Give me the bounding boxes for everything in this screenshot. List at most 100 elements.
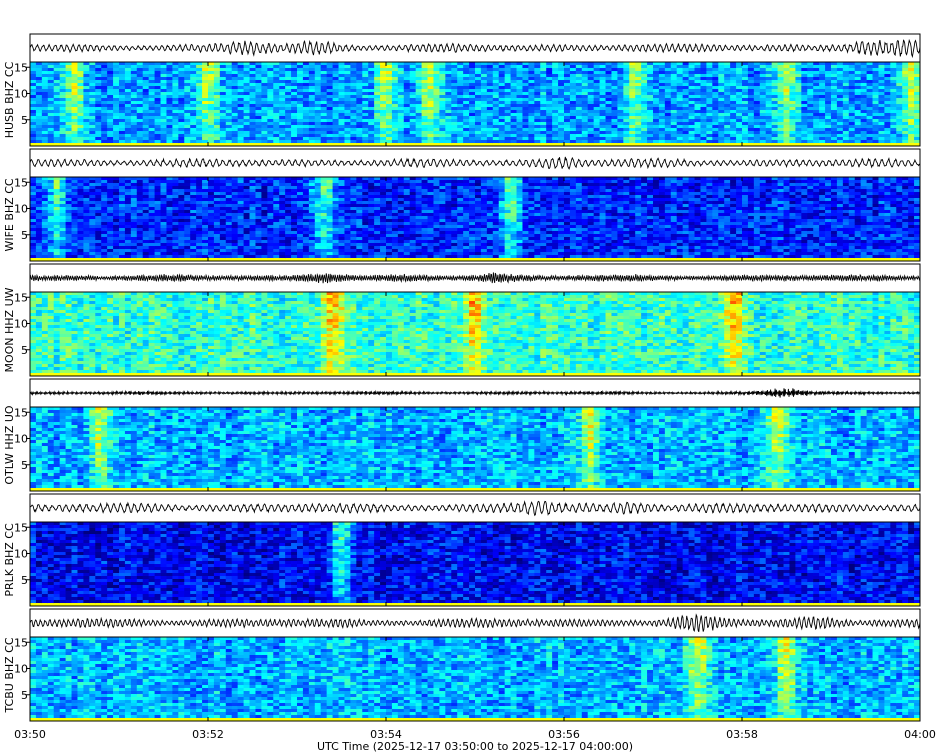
spectrogram-cell — [890, 131, 897, 135]
spectrogram-cell — [528, 137, 535, 141]
spectrogram-cell — [765, 95, 773, 99]
spectrogram-cell — [587, 140, 595, 144]
spectrogram-cell — [154, 74, 161, 78]
spectrogram-cell — [154, 189, 161, 193]
spectrogram-cell — [243, 86, 250, 90]
spectrogram-cell — [184, 246, 191, 250]
spectrogram-cell — [593, 128, 600, 132]
spectrogram-cell — [89, 255, 96, 259]
spectrogram-cell — [113, 228, 120, 232]
spectrogram-cell — [35, 113, 43, 117]
spectrogram-cell — [825, 95, 832, 99]
spectrogram-cell — [587, 62, 595, 66]
spectrogram-cell — [599, 98, 606, 102]
spectrogram-cell — [617, 98, 624, 102]
spectrogram-cell — [332, 119, 339, 123]
spectrogram-cell — [208, 137, 215, 141]
spectrogram-cell — [623, 80, 630, 84]
spectrogram-cell — [95, 207, 102, 211]
spectrogram-cell — [611, 80, 618, 84]
spectrogram-cell — [522, 122, 529, 126]
spectrogram-cell — [664, 71, 672, 75]
spectrogram-cell — [890, 65, 897, 69]
spectrogram-cell — [213, 122, 221, 126]
spectrogram-cell — [350, 122, 357, 126]
spectrogram-cell — [35, 246, 43, 250]
spectrogram-cell — [623, 107, 630, 111]
spectrogram-cell — [338, 143, 345, 147]
spectrogram-cell — [890, 113, 897, 117]
spectrogram-cell — [575, 113, 583, 117]
spectrogram-cell — [641, 110, 648, 114]
spectrogram-cell — [184, 237, 191, 241]
spectrogram-cell — [314, 83, 322, 87]
spectrogram-cell — [896, 62, 903, 66]
spectrogram-cell — [498, 104, 506, 108]
spectrogram-cell — [848, 104, 856, 108]
spectrogram-cell — [356, 77, 363, 81]
spectrogram-cell — [41, 68, 49, 72]
spectrogram-cell — [119, 125, 126, 129]
spectrogram-cell — [83, 98, 90, 102]
spectrogram-cell — [124, 140, 132, 144]
spectrogram-cell — [297, 119, 304, 123]
spectrogram-cell — [854, 107, 862, 111]
spectrogram-cell — [308, 137, 316, 141]
spectrogram-cell — [872, 104, 879, 108]
spectrogram-cell — [172, 131, 179, 135]
spectrogram-cell — [202, 113, 209, 117]
spectrogram-cell — [380, 122, 387, 126]
spectrogram-cell — [439, 143, 446, 147]
spectrogram-cell — [569, 113, 577, 117]
spectrogram-cell — [119, 210, 126, 214]
spectrogram-cell — [35, 80, 43, 84]
spectrogram-cell — [724, 74, 731, 78]
spectrogram-cell — [190, 195, 197, 199]
spectrogram-cell — [107, 252, 114, 256]
spectrogram-cell — [71, 204, 78, 208]
spectrogram-cell — [558, 125, 565, 129]
spectrogram-cell — [884, 80, 891, 84]
spectrogram-cell — [83, 222, 90, 226]
spectrogram-cell — [267, 86, 274, 90]
spectrogram-cell — [314, 140, 322, 144]
spectrogram-cell — [297, 74, 304, 78]
spectrogram-cell — [65, 249, 72, 253]
spectrogram-cell — [101, 240, 108, 244]
spectrogram-cell — [605, 62, 612, 66]
spectrogram-cell — [581, 113, 589, 117]
spectrogram-cell — [706, 95, 713, 99]
spectrogram-cell — [285, 68, 292, 72]
spectrogram-cell — [635, 92, 642, 96]
spectrogram-cell — [391, 101, 399, 105]
spectrogram-cell — [89, 128, 96, 132]
spectrogram-cell — [587, 122, 595, 126]
spectrogram-cell — [522, 137, 529, 141]
spectrogram-cell — [522, 92, 529, 96]
spectrogram-cell — [831, 143, 838, 147]
spectrogram-cell — [172, 219, 179, 223]
spectrogram-cell — [267, 122, 274, 126]
spectrogram-cell — [184, 180, 191, 184]
spectrogram-cell — [593, 83, 600, 87]
spectrogram-cell — [789, 98, 796, 102]
spectrogram-cell — [403, 71, 411, 75]
spectrogram-cell — [831, 101, 838, 105]
spectrogram-cell — [700, 128, 707, 132]
spectrogram-cell — [463, 98, 470, 102]
spectrogram-cell — [95, 222, 102, 226]
spectrogram-cell — [83, 195, 90, 199]
spectrogram-cell — [403, 92, 411, 96]
spectrogram-cell — [219, 71, 227, 75]
spectrogram-cell — [202, 116, 209, 120]
spectrogram-cell — [225, 119, 233, 123]
spectrogram-cell — [688, 86, 695, 90]
spectrogram-cell — [569, 128, 577, 132]
spectrogram-cell — [884, 131, 891, 135]
spectrogram-cell — [629, 110, 636, 114]
spectrogram-cell — [89, 240, 96, 244]
spectrogram-cell — [397, 62, 405, 66]
spectrogram-cell — [516, 110, 523, 114]
spectrogram-cell — [783, 74, 790, 78]
spectrogram-cell — [593, 122, 600, 126]
